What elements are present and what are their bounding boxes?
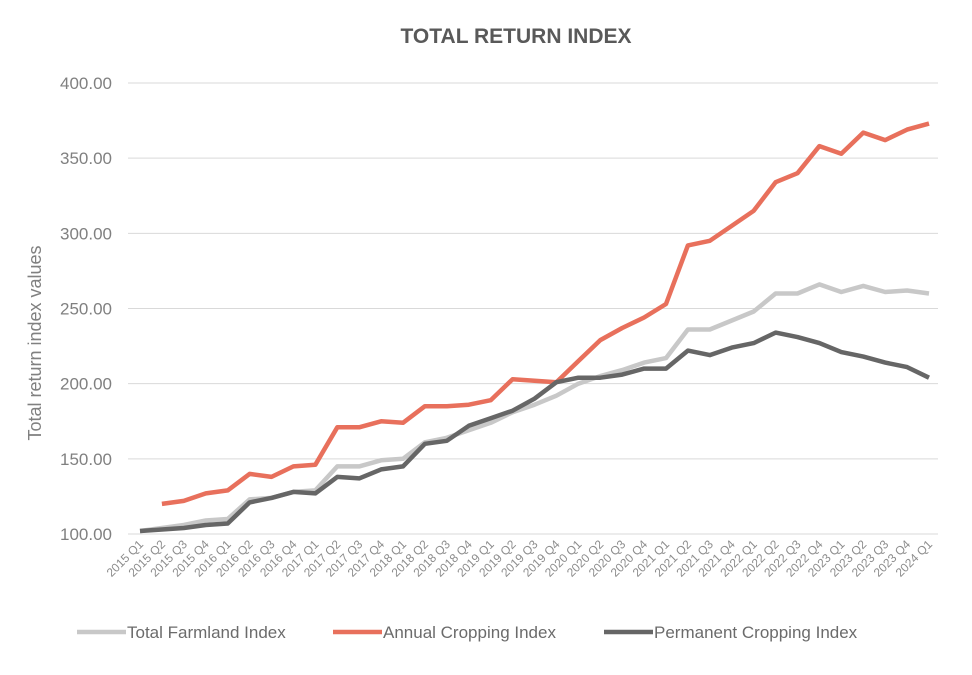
legend-label: Annual Cropping Index [383,623,556,642]
legend: Total Farmland Index Annual Cropping Inde… [77,623,858,642]
legend-item-permanent-cropping-index: Permanent Cropping Index [604,623,858,642]
series-line-permanent-cropping-index [139,330,930,534]
y-tick-label: 400.00 [60,74,112,93]
series-lines [139,121,930,534]
series-line-annual-cropping-index [161,121,930,507]
gridlines [128,82,938,535]
y-tick-label: 300.00 [60,224,112,243]
y-tick-label: 200.00 [60,375,112,394]
y-tick-label: 350.00 [60,149,112,168]
legend-item-total-farmland-index: Total Farmland Index [77,623,286,642]
y-tick-label: 100.00 [60,525,112,544]
y-tick-label: 250.00 [60,300,112,319]
chart-title: TOTAL RETURN INDEX [400,25,631,48]
y-tick-label: 150.00 [60,450,112,469]
legend-label: Permanent Cropping Index [654,623,858,642]
y-axis-ticks: 100.00 150.00 200.00 250.00 300.00 350.00 400.… [60,74,112,544]
legend-item-annual-cropping-index: Annual Cropping Index [333,623,556,642]
y-axis-label: Total return index values [25,245,45,440]
series-line-total-farmland-index [139,282,930,534]
legend-label: Total Farmland Index [127,623,286,642]
